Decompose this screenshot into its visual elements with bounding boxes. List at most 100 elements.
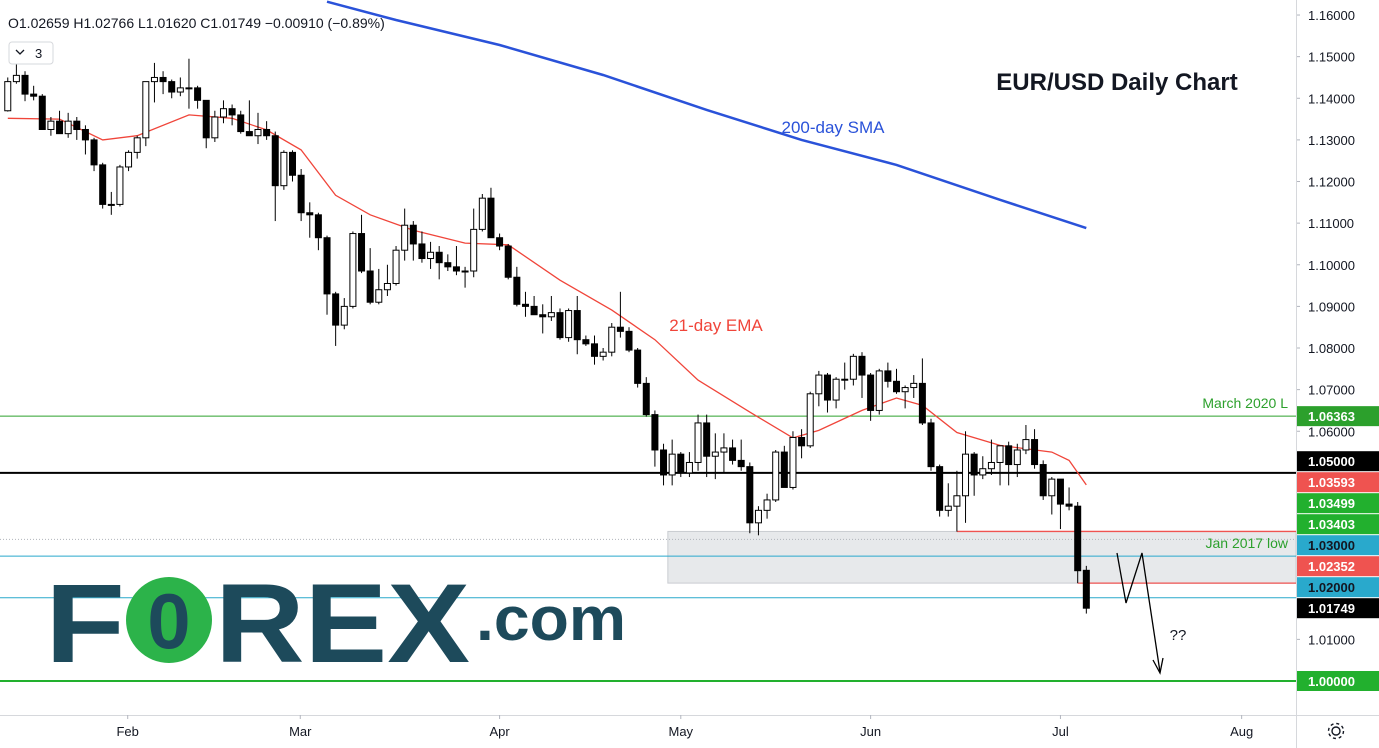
candle-body [211,116,219,139]
candle-body [1031,439,1039,466]
price-tag [1297,493,1379,514]
price-tag [1297,535,1379,556]
candle-body [936,466,944,511]
x-tick-label: May [669,724,694,739]
candle-body [547,312,555,318]
candle-body [12,74,20,83]
candle-body [323,237,331,295]
candle-body [780,451,788,488]
candle-body [314,214,322,239]
candle-body [720,447,728,453]
candle-body [383,282,391,291]
x-tick-label: Jul [1052,724,1069,739]
candle-body [332,293,340,326]
candle-body [798,436,806,447]
candle-body [366,270,374,303]
price-tag [1297,598,1379,619]
candle-body [340,305,348,326]
price-tag-label: 1.03499 [1308,496,1355,511]
candle-body [660,449,668,476]
candles [4,0,1090,614]
price-tag-label: 1.00000 [1308,674,1355,689]
candle-body [582,339,590,345]
candle-body [858,355,866,376]
candle-body [1022,439,1030,451]
candle-body [142,81,150,139]
level-label: March 2020 L [1202,395,1288,411]
projection-arrow [1116,552,1161,673]
candle-body [893,380,901,393]
candle-body [591,343,599,357]
candle-body [107,203,115,206]
x-tick-label: Apr [489,724,510,739]
price-tag [1297,451,1379,472]
candle-body [159,76,167,83]
candle-body [677,453,685,474]
y-tick-label: 1.09000 [1308,299,1355,314]
y-tick-label: 1.07000 [1308,383,1355,398]
settings-icon[interactable] [1327,722,1345,740]
price-tag-label: 1.02352 [1308,559,1355,574]
candle-body [496,237,504,247]
candle-body [168,81,176,93]
candle-body [953,495,961,507]
candle-body [694,422,702,463]
candle-body [849,355,857,380]
candle-body [901,387,909,393]
y-tick-label: 1.16000 [1308,8,1355,23]
candle-body [927,422,935,468]
logo-text: REX [215,561,470,686]
candle-body [962,453,970,497]
logo: F 0 REX .com [45,561,626,686]
candle-body [823,374,831,401]
price-tag-label: 1.03403 [1308,517,1355,532]
candle-body [1056,478,1064,505]
candle-body [245,131,253,137]
candle-body [944,505,952,511]
price-tag [1297,406,1379,427]
annotation: ?? [1170,627,1187,644]
candle-body [73,120,81,130]
candle-body [1005,445,1013,466]
candle-body [461,270,469,273]
y-tick-label: 1.12000 [1308,175,1355,190]
price-tag-label: 1.05000 [1308,454,1355,469]
candle-body [289,151,297,176]
candle-body [668,453,676,476]
candle-body [81,128,89,141]
price-tag [1297,514,1379,535]
candle-body [150,76,158,83]
candle-body [435,251,443,264]
candle-body [987,461,995,470]
price-tag [1297,556,1379,577]
candle-body [4,81,12,112]
candle-body [444,262,452,268]
logo-mark: 0 [147,577,190,665]
logo-text: F [45,561,125,686]
candle-body [358,233,366,272]
chart-title: EUR/USD Daily Chart [996,69,1237,96]
y-tick-label: 1.15000 [1308,50,1355,65]
candle-body [1074,505,1082,572]
candle-body [875,370,883,411]
candle-body [306,212,314,216]
candle-body [116,166,124,205]
candle-body [47,120,55,130]
indicator-toggle[interactable] [8,41,54,65]
candle-body [271,135,279,187]
price-tag [1297,670,1379,691]
candle-body [297,174,305,214]
candle-body [867,374,875,411]
candle-body [452,266,460,272]
candle-body [1065,503,1073,507]
candle-body [133,137,141,153]
candle-body [625,330,633,351]
candle-body [642,382,650,416]
candle-body [970,453,978,476]
price-tag-label: 1.03593 [1308,475,1355,490]
candle-body [530,305,538,316]
candle-body [772,451,780,501]
